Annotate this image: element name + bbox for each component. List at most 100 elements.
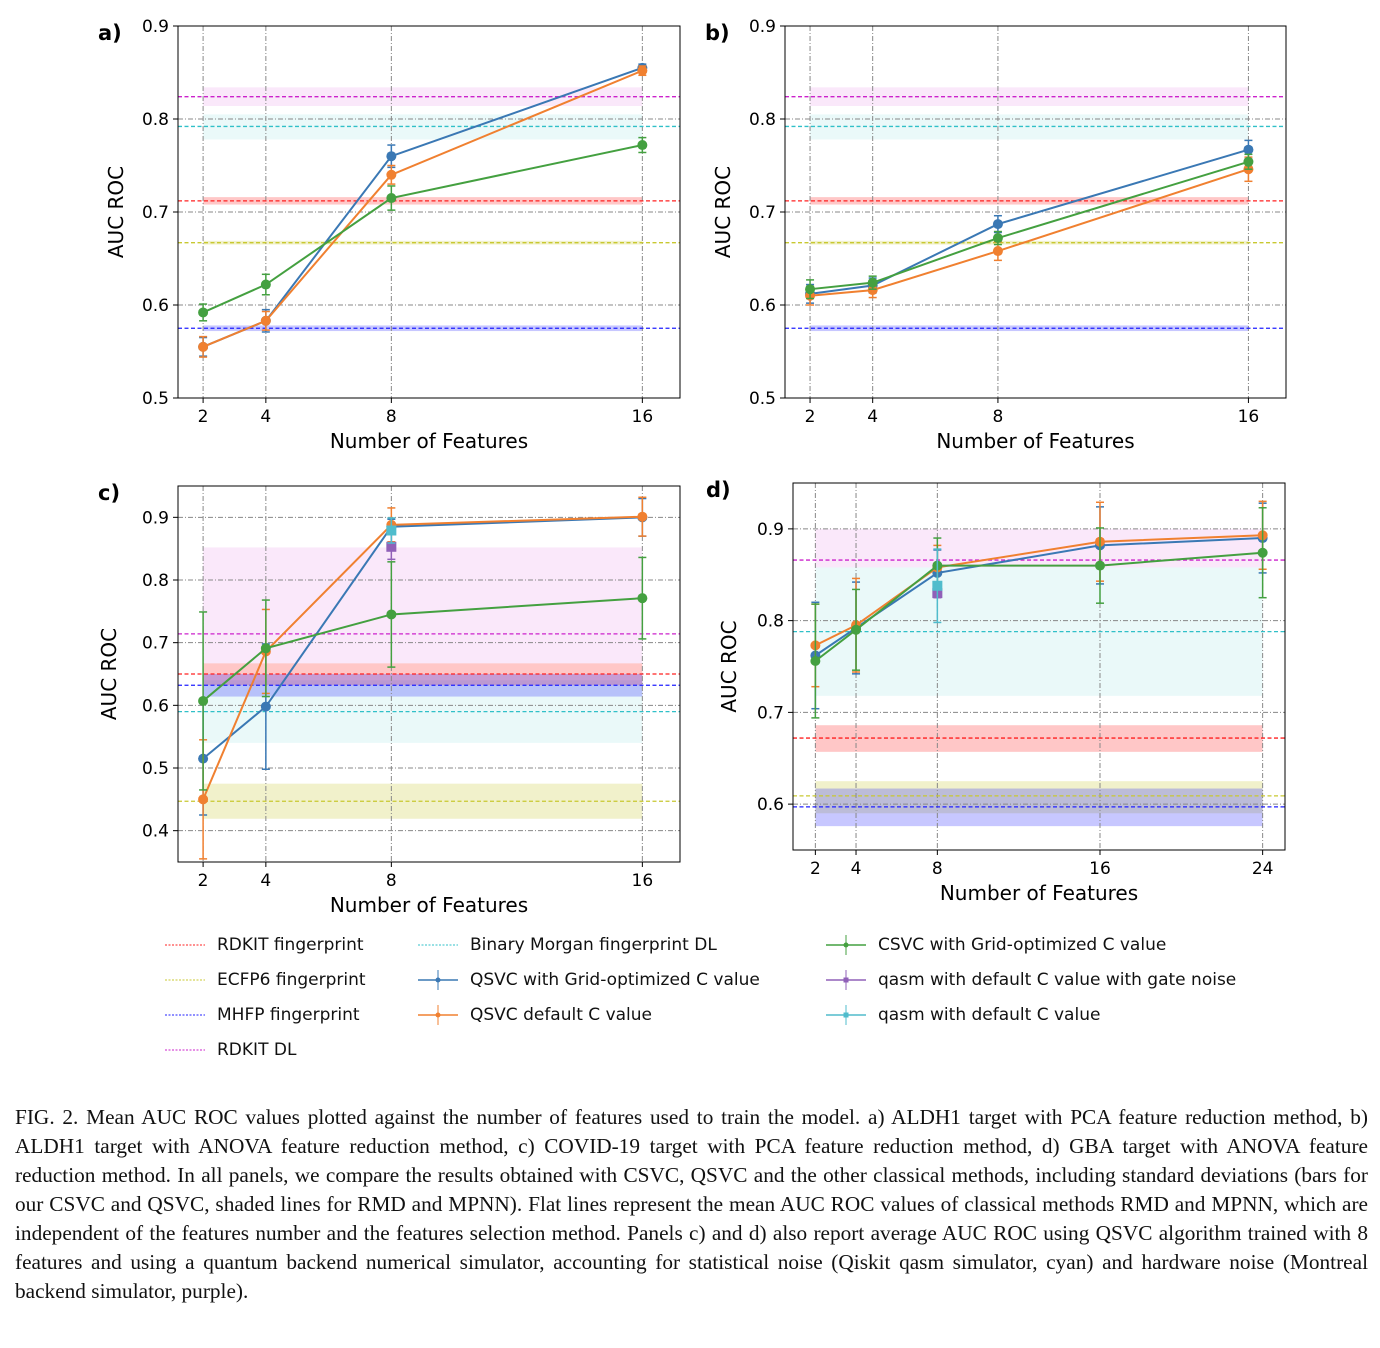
data-point-csvc-with-grid-optimized-c-value (637, 593, 648, 604)
plot-area (178, 486, 680, 862)
legend-item-qsvc-grid: QSVC with Grid-optimized C value (418, 968, 760, 992)
legend-item-csvc-grid: CSVC with Grid-optimized C value (826, 933, 1166, 957)
band-rdkit-dl (815, 528, 1263, 568)
data-point-qasm-with-default-c-value-with-gate-noise (386, 541, 397, 552)
x-tick-label: 16 (1238, 407, 1260, 427)
legend-swatch (418, 970, 458, 990)
legend-swatch (418, 1005, 458, 1025)
x-tick-label: 16 (632, 871, 654, 891)
data-point-qsvc-with-grid-optimized-c-value (386, 151, 397, 162)
figure-caption: FIG. 2. Mean AUC ROC values plotted agai… (15, 1105, 1368, 1303)
band-rdkit-dl (203, 87, 643, 106)
panel-label: c) (98, 481, 120, 505)
legend-item-mhfp-fingerprint: MHFP fingerprint (165, 1003, 360, 1027)
legend-item-binary-morgan-dl: Binary Morgan fingerprint DL (418, 933, 717, 957)
data-point-csvc-with-grid-optimized-c-value (1243, 156, 1254, 167)
panel-label: a) (98, 21, 122, 45)
data-point-csvc-with-grid-optimized-c-value (637, 140, 648, 151)
y-tick-label: 0.7 (757, 703, 784, 723)
panel-c: 0.4 0.5 0.6 0.7 0.8 0.9 2 4 8 16 Number of Feature… (97, 481, 681, 917)
data-point-qsvc-default-c-value (637, 511, 648, 522)
band-ecfp6-fingerprint (203, 240, 643, 245)
legend-item-qsvc-default: QSVC default C value (418, 1003, 652, 1027)
legend-item-rdkit-dl: RDKIT DL (165, 1038, 296, 1062)
data-point-csvc-with-grid-optimized-c-value (198, 307, 209, 318)
legend-label: MHFP fingerprint (217, 1005, 360, 1025)
legend-label: Binary Morgan fingerprint DL (470, 935, 717, 955)
data-point-qsvc-default-c-value (198, 341, 209, 352)
y-tick-label: 0.9 (142, 508, 169, 528)
data-point-csvc-with-grid-optimized-c-value (1094, 560, 1105, 571)
legend-swatch (418, 944, 458, 946)
y-tick-label: 0.5 (142, 389, 169, 409)
x-tick-label: 4 (851, 859, 862, 879)
legend-swatch (165, 979, 205, 981)
y-tick-label: 0.7 (749, 203, 776, 223)
x-axis-label: Number of Features (940, 881, 1138, 905)
x-tick-label: 4 (867, 407, 878, 427)
data-point-csvc-with-grid-optimized-c-value (851, 624, 862, 635)
legend-swatch (826, 935, 866, 955)
x-tick-label: 8 (993, 407, 1004, 427)
x-tick-label: 8 (386, 871, 397, 891)
data-point-csvc-with-grid-optimized-c-value (1257, 547, 1268, 558)
x-tick-label: 4 (260, 871, 271, 891)
band-rdkit-fingerprint (203, 197, 643, 205)
panel-label: b) (705, 21, 730, 45)
plot-area (178, 26, 680, 398)
data-point-csvc-with-grid-optimized-c-value (992, 233, 1003, 244)
plot-area (793, 483, 1285, 850)
legend-swatch (826, 1005, 866, 1025)
x-axis-label: Number of Features (936, 429, 1134, 453)
y-tick-label: 0.7 (142, 634, 169, 654)
series-line-csvc-with-grid-optimized-c-value (202, 144, 643, 314)
x-tick-label: 2 (805, 407, 816, 427)
y-tick-label: 0.6 (142, 296, 169, 316)
y-axis-label: AUC ROC (717, 620, 741, 712)
band-mhfp-fingerprint (815, 788, 1263, 827)
y-axis-label: AUC ROC (104, 166, 128, 258)
panel-b: 0.5 0.6 0.7 0.8 0.9 2 4 8 16 Number of Features AU… (705, 17, 1287, 453)
y-tick-label: 0.4 (142, 822, 169, 842)
y-tick-label: 0.5 (749, 389, 776, 409)
series-line-qsvc-default-c-value (202, 69, 643, 348)
x-axis-label: Number of Features (330, 893, 528, 917)
data-point-csvc-with-grid-optimized-c-value (867, 277, 878, 288)
panel-a: 0.5 0.6 0.7 0.8 0.9 2 4 8 16 Number of Features AU… (98, 17, 681, 453)
x-axis-label: Number of Features (330, 429, 528, 453)
legend-item-qasm-gate-noise: qasm with default C value with gate nois… (826, 968, 1236, 992)
band-rdkit-fingerprint (815, 725, 1263, 752)
legend-item-qasm-default: qasm with default C value (826, 1003, 1100, 1027)
legend-item-ecfp6-fingerprint: ECFP6 fingerprint (165, 968, 366, 992)
legend-swatch (165, 1049, 205, 1051)
data-point-qsvc-default-c-value (260, 315, 271, 326)
legend-label: RDKIT fingerprint (217, 935, 364, 955)
y-tick-label: 0.9 (757, 520, 784, 540)
y-tick-label: 0.9 (142, 17, 169, 37)
legend-label: QSVC default C value (470, 1005, 653, 1025)
data-point-qasm-with-default-c-value (932, 580, 943, 591)
data-point-csvc-with-grid-optimized-c-value (198, 695, 209, 706)
y-tick-label: 0.6 (142, 696, 169, 716)
data-point-qsvc-default-c-value (198, 794, 209, 805)
data-point-qasm-with-default-c-value (386, 525, 397, 536)
panel-label: d) (706, 478, 731, 502)
data-point-qsvc-default-c-value (867, 285, 878, 296)
data-point-csvc-with-grid-optimized-c-value (260, 643, 271, 654)
x-tick-label: 24 (1252, 859, 1274, 879)
data-point-qsvc-default-c-value (992, 246, 1003, 257)
data-point-csvc-with-grid-optimized-c-value (810, 655, 821, 666)
y-tick-label: 0.8 (142, 110, 169, 130)
band-binary-morgan-fingerprint-dl (815, 567, 1263, 696)
y-tick-label: 0.7 (142, 203, 169, 223)
series-line-csvc-with-grid-optimized-c-value (809, 160, 1249, 291)
data-point-qsvc-default-c-value (637, 65, 648, 76)
y-axis-label: AUC ROC (97, 628, 121, 720)
series-line-qsvc-default-c-value (809, 168, 1249, 297)
legend: RDKIT fingerprint ECFP6 fingerprint MHFP… (0, 925, 1380, 1075)
legend-label: qasm with default C value with gate nois… (878, 970, 1237, 990)
axes-frame (792, 482, 1286, 851)
band-mhfp-fingerprint (203, 325, 643, 332)
axes-frame (177, 485, 681, 863)
data-point-csvc-with-grid-optimized-c-value (805, 284, 816, 295)
